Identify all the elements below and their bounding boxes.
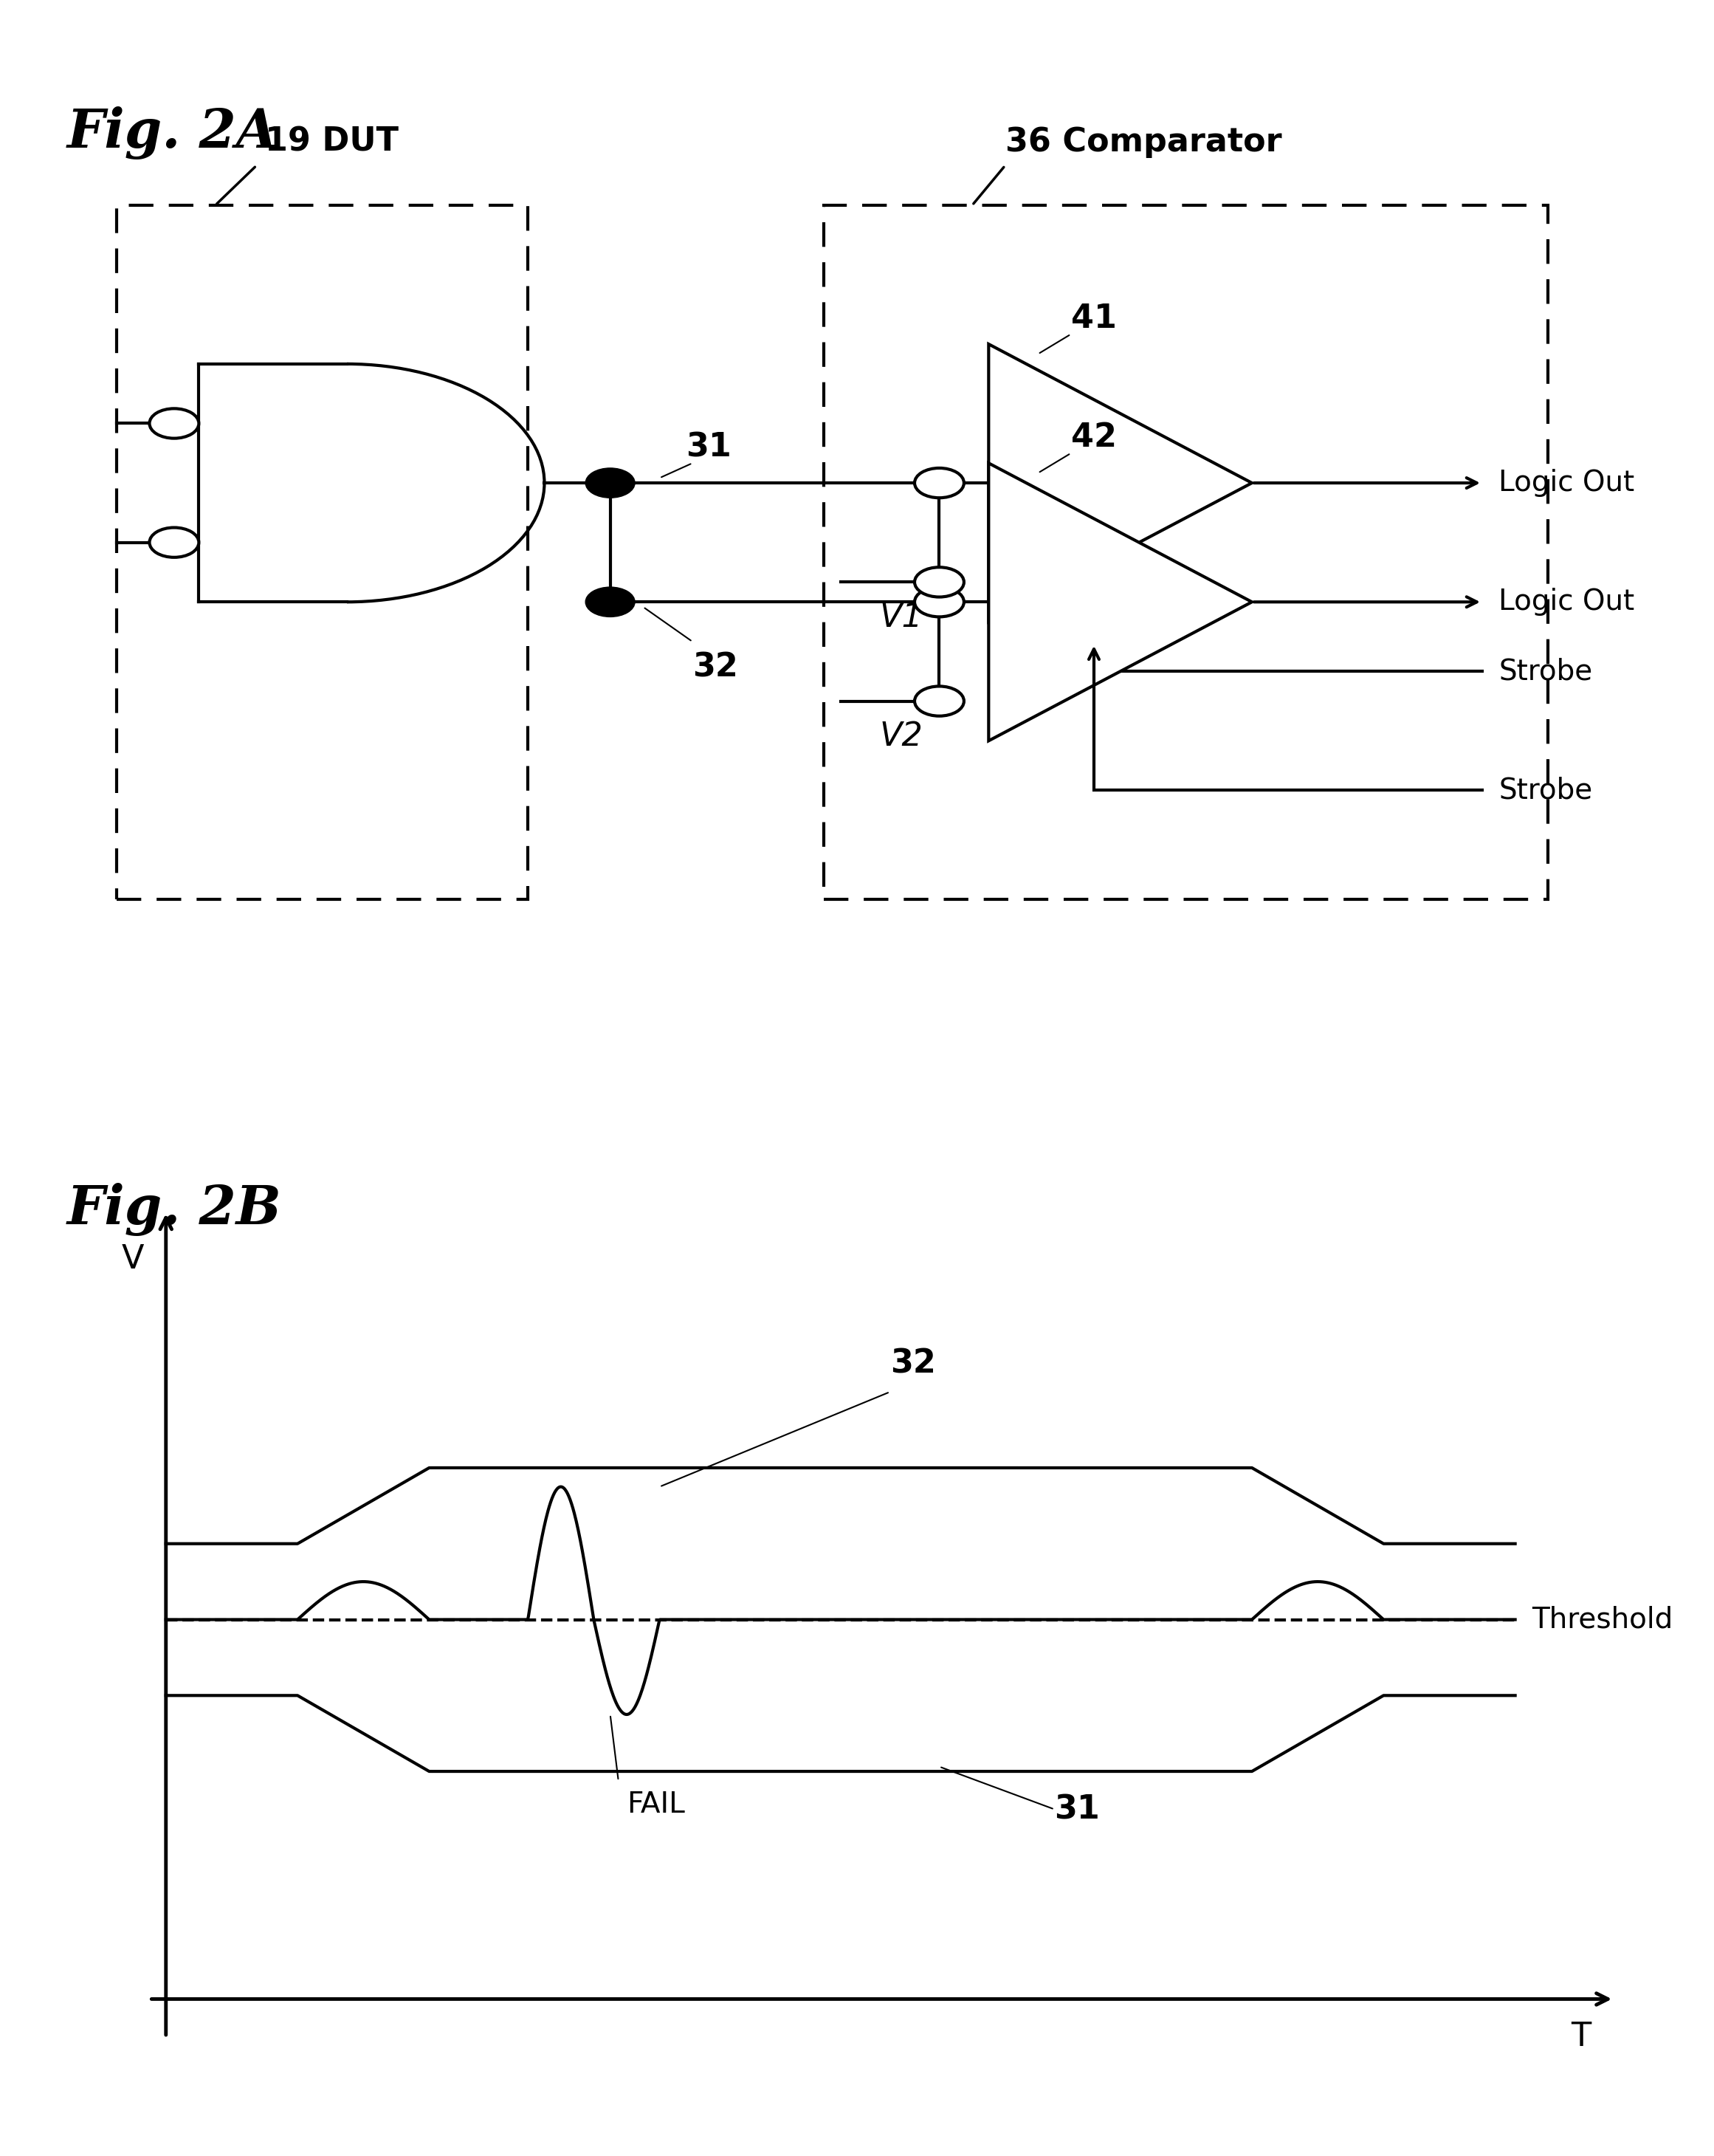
Text: V2: V2 — [879, 720, 922, 752]
Text: Logic Out: Logic Out — [1498, 468, 1635, 498]
Text: 31: 31 — [1054, 1794, 1100, 1826]
Circle shape — [149, 410, 199, 438]
Circle shape — [586, 586, 634, 617]
Polygon shape — [989, 464, 1251, 742]
Text: 19 DUT: 19 DUT — [264, 125, 398, 157]
Text: V: V — [122, 1244, 144, 1274]
Text: Strobe: Strobe — [1498, 776, 1592, 804]
Text: 31: 31 — [686, 431, 732, 464]
Text: Logic Out: Logic Out — [1498, 589, 1635, 617]
Circle shape — [915, 567, 963, 597]
Text: V1: V1 — [879, 602, 922, 634]
Text: FAIL: FAIL — [627, 1789, 686, 1818]
Bar — [117, 205, 528, 899]
Circle shape — [915, 586, 963, 617]
Polygon shape — [989, 345, 1251, 621]
Circle shape — [586, 468, 634, 498]
Text: Fig. 2B: Fig. 2B — [67, 1184, 281, 1235]
Text: 32: 32 — [692, 651, 739, 683]
Text: 36 Comparator: 36 Comparator — [1004, 125, 1282, 157]
Circle shape — [915, 468, 963, 498]
Text: T: T — [1572, 2020, 1591, 2053]
Circle shape — [915, 686, 963, 716]
Text: 32: 32 — [890, 1348, 936, 1380]
Circle shape — [149, 528, 199, 558]
Bar — [824, 205, 1548, 899]
Text: 41: 41 — [1071, 302, 1118, 334]
Text: Strobe: Strobe — [1498, 658, 1592, 686]
Text: Fig. 2A: Fig. 2A — [67, 106, 278, 160]
Text: 42: 42 — [1071, 420, 1118, 453]
Text: Threshold: Threshold — [1532, 1606, 1673, 1634]
